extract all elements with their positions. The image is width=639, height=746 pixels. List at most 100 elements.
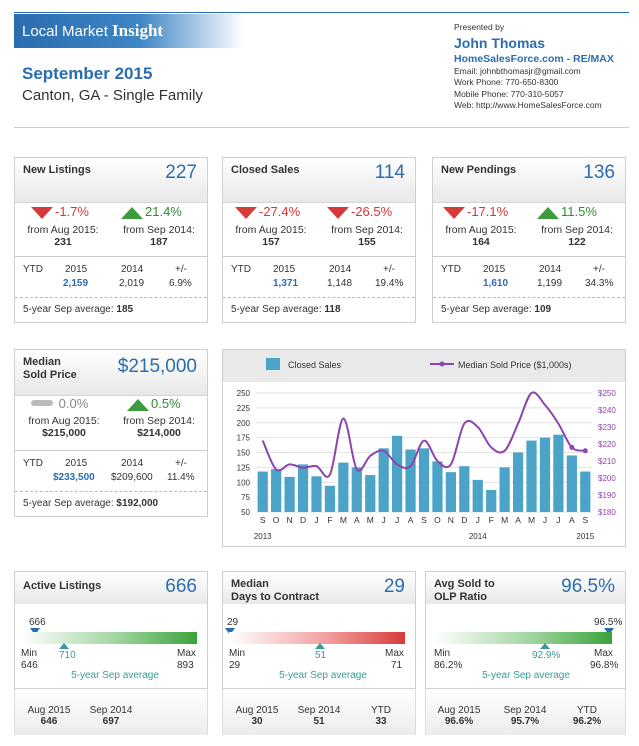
- gauge-min-label: Min: [434, 648, 451, 659]
- change-year: 11.5%: [537, 204, 597, 219]
- up-arrow-icon: [537, 206, 559, 219]
- y-right-tick-label: $240: [598, 406, 616, 415]
- agent-web[interactable]: Web: http://www.HomeSalesForce.com: [454, 100, 602, 110]
- line-point-median-price: [582, 448, 588, 454]
- gauge-bar: [229, 632, 405, 644]
- from-year: from Sep 2014: $214,000: [123, 415, 195, 439]
- change-month: -27.4%: [235, 204, 300, 219]
- ytd-pm: 11.4%: [167, 472, 195, 483]
- gauge-average-caption: 5-year Sep average: [482, 670, 570, 681]
- ytd-label: YTD: [441, 264, 461, 275]
- flat-arrow-icon: [31, 400, 53, 407]
- y-left-tick-label: 225: [237, 404, 251, 413]
- brand-plain: Local Market: [22, 23, 108, 40]
- gauge-average-value: 51: [315, 650, 327, 661]
- dashed-divider: [223, 297, 415, 298]
- bar-closed-sales: [432, 461, 443, 512]
- bar-closed-sales: [526, 440, 537, 512]
- x-tick-label: O: [273, 515, 280, 525]
- five-year-average: 5-year Sep average: 185: [23, 304, 134, 315]
- ytd-year-current: 2015: [273, 264, 296, 275]
- dashed-divider: [15, 297, 207, 298]
- y-left-tick-label: 175: [237, 434, 251, 443]
- card-value: $215,000: [117, 356, 197, 377]
- five-year-average: 5-year Sep average: 109: [441, 304, 552, 315]
- bar-closed-sales: [338, 462, 349, 512]
- bar-closed-sales: [311, 476, 322, 512]
- card-header: [15, 572, 207, 604]
- bar-closed-sales: [324, 485, 336, 512]
- ytd-value-current: $233,500: [53, 472, 95, 483]
- report-month: September 2015: [22, 64, 153, 83]
- up-arrow-icon: [121, 206, 143, 219]
- x-tick-label: M: [367, 515, 374, 525]
- days-to-contract-card: Median Days to Contract 29 29 Min 51 Max …: [222, 571, 416, 689]
- y-right-tick-label: $210: [598, 457, 616, 466]
- ytd-label: YTD: [231, 264, 251, 275]
- x-tick-label: A: [515, 515, 521, 525]
- x-tick-label: J: [382, 515, 386, 525]
- ytd-pm-label: +/-: [383, 264, 395, 275]
- legend-band: [223, 350, 625, 382]
- x-tick-label: A: [408, 515, 414, 525]
- footer-sep-2014: Sep 2014 697: [89, 705, 133, 727]
- x-tick-label: J: [476, 515, 480, 525]
- agent-email[interactable]: Email: johnbthomasjr@gmail.com: [454, 65, 581, 76]
- gauge-average-marker: [59, 643, 69, 649]
- footer-ytd: YTD 96.2%: [572, 705, 602, 727]
- card-header: [15, 158, 207, 203]
- gauge-average-caption: 5-year Sep average: [279, 670, 367, 681]
- gauge-bar: [434, 632, 612, 644]
- ytd-label: YTD: [23, 458, 43, 469]
- card-header: [223, 572, 415, 604]
- legend-bar-swatch: [266, 358, 280, 370]
- divider: [15, 450, 207, 451]
- y-right-tick-label: $220: [598, 440, 616, 449]
- x-tick-label: A: [569, 515, 575, 525]
- agent-work-phone: Work Phone: 770-650-8300: [454, 77, 559, 87]
- footer-ytd: YTD 33: [371, 705, 391, 727]
- down-arrow-icon: [235, 206, 257, 219]
- from-year: from Sep 2014: 122: [541, 224, 613, 248]
- ytd-year-current: 2015: [65, 264, 88, 275]
- x-tick-label: D: [300, 515, 306, 525]
- bar-closed-sales: [472, 479, 483, 512]
- change-year: 21.4%: [121, 204, 182, 219]
- x-tick-label: F: [489, 515, 494, 525]
- card-value: 227: [165, 162, 197, 183]
- median-sold-price-card: Median Sold Price $215,000 0.0% 0.5% from…: [14, 349, 208, 517]
- active-listings-footer: Aug 2015 646 Sep 2014 697: [14, 689, 208, 735]
- x-tick-label: D: [461, 515, 467, 525]
- ytd-value-prior: 1,148: [327, 278, 353, 289]
- chart-bars: [257, 434, 591, 512]
- x-tick-label: J: [543, 515, 547, 525]
- agent-mobile-phone: Mobile Phone: 770-310-5057: [454, 88, 564, 99]
- bar-closed-sales: [499, 467, 510, 512]
- x-tick-label: J: [314, 515, 318, 525]
- closed-sales-card: Closed Sales 114 -27.4% -26.5% from Aug …: [222, 157, 416, 323]
- x-tick-label: F: [327, 515, 332, 525]
- from-month: from Aug 2015: 157: [235, 224, 307, 248]
- x-tick-label: S: [421, 515, 427, 525]
- footer-sep-2014: Sep 2014 95.7%: [503, 705, 547, 727]
- from-month: from Aug 2015: 164: [445, 224, 517, 248]
- bar-closed-sales: [297, 464, 309, 512]
- x-tick-label: M: [501, 515, 508, 525]
- card-value: 96.5%: [561, 576, 615, 597]
- from-year: from Sep 2014: 155: [331, 224, 403, 248]
- bar-closed-sales: [271, 469, 282, 512]
- x-tick-label: A: [354, 515, 360, 525]
- ytd-value-prior: 2,019: [119, 278, 145, 289]
- bar-closed-sales: [486, 489, 497, 512]
- x-tick-label: O: [434, 515, 441, 525]
- x-year-label: 2013: [254, 532, 272, 541]
- change-month: 0.0%: [31, 396, 88, 411]
- bar-closed-sales: [405, 449, 416, 512]
- card-header: [426, 572, 625, 604]
- change-year: -26.5%: [327, 204, 392, 219]
- ytd-year-prior: 2014: [329, 264, 352, 275]
- agent-firm[interactable]: HomeSalesForce.com - RE/MAX: [454, 52, 614, 65]
- active-listings-card: Active Listings 666 666 Min 710 Max 646 …: [14, 571, 208, 689]
- y-left-tick-label: 50: [241, 508, 250, 517]
- new-pendings-card: New Pendings 136 -17.1% 11.5% from Aug 2…: [432, 157, 626, 323]
